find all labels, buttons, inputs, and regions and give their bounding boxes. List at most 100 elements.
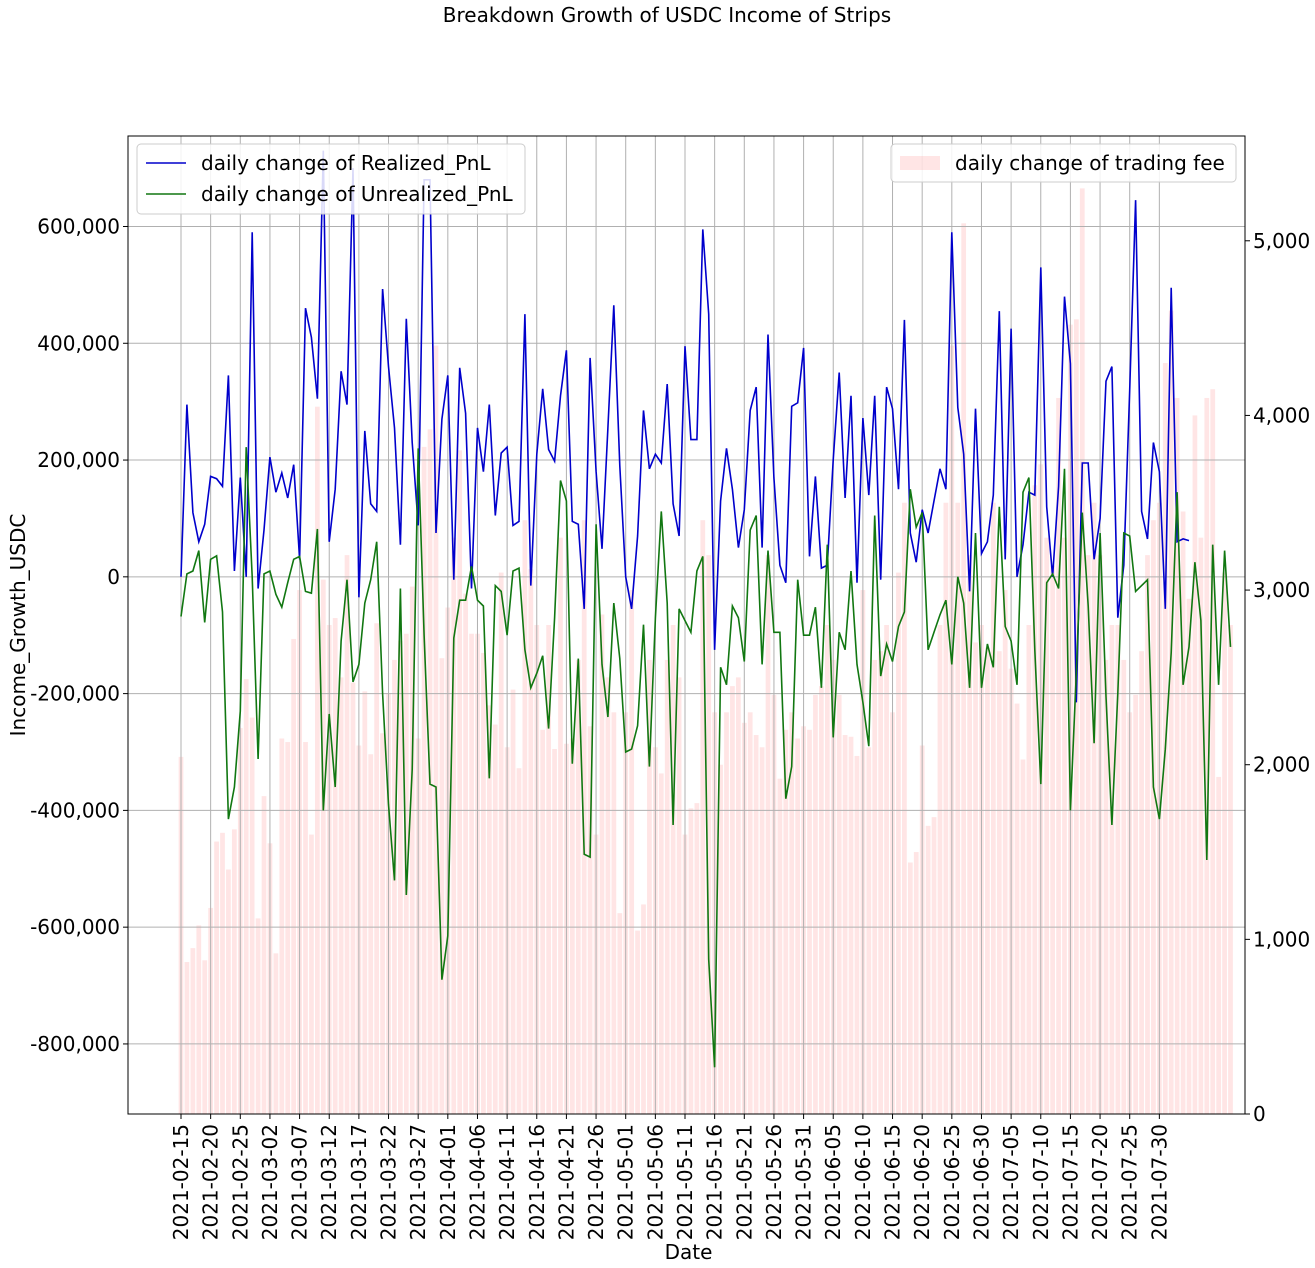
fee-bar bbox=[1198, 537, 1204, 1114]
fee-bar bbox=[285, 742, 291, 1114]
fee-bar bbox=[854, 755, 860, 1114]
trading-fee-bars bbox=[178, 188, 1233, 1115]
y2-tick-label: 1,000 bbox=[1253, 927, 1310, 951]
fee-bar bbox=[658, 773, 664, 1114]
x-tick-label: 2021-03-17 bbox=[347, 1124, 371, 1240]
x-tick-label: 2021-03-07 bbox=[288, 1124, 312, 1240]
fee-bar bbox=[1091, 502, 1097, 1114]
x-tick-label: 2021-03-27 bbox=[406, 1124, 430, 1240]
x-tick-label: 2021-06-25 bbox=[940, 1124, 964, 1240]
fee-bar bbox=[226, 869, 231, 1114]
fee-bar bbox=[575, 659, 581, 1114]
fee-bar bbox=[469, 633, 474, 1114]
fee-bar bbox=[1026, 625, 1032, 1114]
fee-bar bbox=[611, 712, 617, 1114]
fee-bar bbox=[1139, 651, 1144, 1114]
fee-bar bbox=[884, 625, 889, 1114]
fee-bar bbox=[700, 520, 706, 1114]
fee-bar bbox=[1050, 565, 1055, 1114]
fee-bar bbox=[943, 502, 949, 1114]
unrealized-pnl-line bbox=[180, 447, 1232, 1068]
x-tick-label: 2021-07-20 bbox=[1088, 1124, 1112, 1240]
x-tick-label: 2021-02-25 bbox=[228, 1124, 252, 1240]
fee-bar bbox=[1222, 572, 1227, 1114]
x-tick-label: 2021-06-20 bbox=[910, 1124, 934, 1240]
fee-bar bbox=[990, 502, 996, 1114]
fee-bar bbox=[902, 502, 907, 1114]
fee-bar bbox=[718, 764, 723, 1114]
fee-bar bbox=[599, 614, 605, 1114]
fee-bar bbox=[1145, 555, 1150, 1114]
fee-bar bbox=[214, 841, 219, 1114]
fee-bar bbox=[1085, 555, 1091, 1114]
fee-bar bbox=[789, 712, 795, 1114]
y-tick-label: -800,000 bbox=[30, 1032, 120, 1056]
fee-bar bbox=[486, 705, 492, 1114]
fee-bar bbox=[753, 735, 759, 1114]
x-tick-label: 2021-05-21 bbox=[732, 1124, 756, 1240]
chart-title: Breakdown Growth of USDC Income of Strip… bbox=[443, 3, 891, 27]
fee-bar bbox=[1151, 520, 1156, 1114]
fee-bar bbox=[706, 555, 712, 1114]
x-tick-label: 2021-04-06 bbox=[465, 1124, 489, 1240]
x-tick-label: 2021-05-06 bbox=[643, 1124, 667, 1240]
y-tick-label: -400,000 bbox=[30, 798, 120, 822]
fee-bar bbox=[813, 694, 818, 1114]
fee-bar bbox=[1056, 397, 1061, 1114]
fee-bar bbox=[332, 618, 338, 1114]
fee-bar bbox=[522, 520, 528, 1114]
fee-bar bbox=[516, 768, 522, 1114]
y2-tick-label: 2,000 bbox=[1253, 753, 1310, 777]
x-tick-label: 2021-04-21 bbox=[554, 1124, 578, 1240]
legend-right: daily change of trading fee bbox=[890, 143, 1237, 183]
fee-bar bbox=[451, 537, 457, 1114]
fee-bar bbox=[291, 638, 297, 1114]
fee-bar bbox=[1133, 694, 1139, 1114]
y-tick-label: 0 bbox=[107, 565, 120, 589]
x-tick-label: 2021-04-11 bbox=[495, 1124, 519, 1240]
fee-bar bbox=[1109, 625, 1115, 1114]
fee-bar bbox=[783, 729, 789, 1114]
x-tick-label: 2021-04-01 bbox=[436, 1124, 460, 1240]
y2-tick-label: 3,000 bbox=[1253, 578, 1310, 602]
fee-bar bbox=[848, 736, 854, 1114]
fee-bar bbox=[374, 623, 380, 1114]
fee-bar bbox=[985, 647, 990, 1114]
fee-bar bbox=[190, 948, 196, 1114]
fee-bar bbox=[967, 555, 972, 1114]
y-axis-label: Income_Growth_USDC bbox=[6, 514, 30, 737]
fee-bar bbox=[688, 808, 694, 1114]
fee-bar bbox=[931, 817, 937, 1114]
fee-bar bbox=[255, 918, 261, 1114]
fee-bar bbox=[878, 651, 884, 1114]
fee-bar bbox=[492, 724, 498, 1114]
fee-bar bbox=[961, 223, 967, 1115]
fee-bar bbox=[617, 913, 623, 1114]
fee-bar bbox=[510, 689, 516, 1114]
fee-bar bbox=[303, 742, 308, 1114]
plot-frame bbox=[127, 135, 1246, 1115]
fee-bar bbox=[907, 862, 913, 1114]
fee-bar bbox=[540, 729, 546, 1114]
fee-bar bbox=[635, 930, 640, 1114]
y-tick-label: 200,000 bbox=[37, 448, 120, 472]
legend-right-box bbox=[890, 143, 1237, 183]
fee-bar bbox=[587, 726, 593, 1114]
x-tick-label: 2021-07-30 bbox=[1147, 1124, 1171, 1240]
fee-bar bbox=[1073, 319, 1079, 1114]
fee-bar bbox=[315, 406, 320, 1115]
x-tick-label: 2021-05-16 bbox=[703, 1124, 727, 1240]
fee-bar bbox=[546, 625, 551, 1114]
fee-bar bbox=[309, 834, 314, 1114]
fee-bar bbox=[421, 446, 427, 1115]
x-tick-label: 2021-02-20 bbox=[199, 1124, 223, 1240]
legend-label: daily change of trading fee bbox=[955, 151, 1225, 175]
fee-bar bbox=[824, 625, 830, 1114]
legend-swatch bbox=[900, 156, 940, 170]
x-axis-label: Date bbox=[665, 1240, 713, 1264]
fee-bar bbox=[1121, 659, 1127, 1114]
x-tick-label: 2021-05-11 bbox=[673, 1124, 697, 1240]
legend-label: daily change of Unrealized_PnL bbox=[201, 182, 514, 206]
fee-bar bbox=[1014, 703, 1020, 1114]
fee-bar bbox=[463, 593, 468, 1114]
